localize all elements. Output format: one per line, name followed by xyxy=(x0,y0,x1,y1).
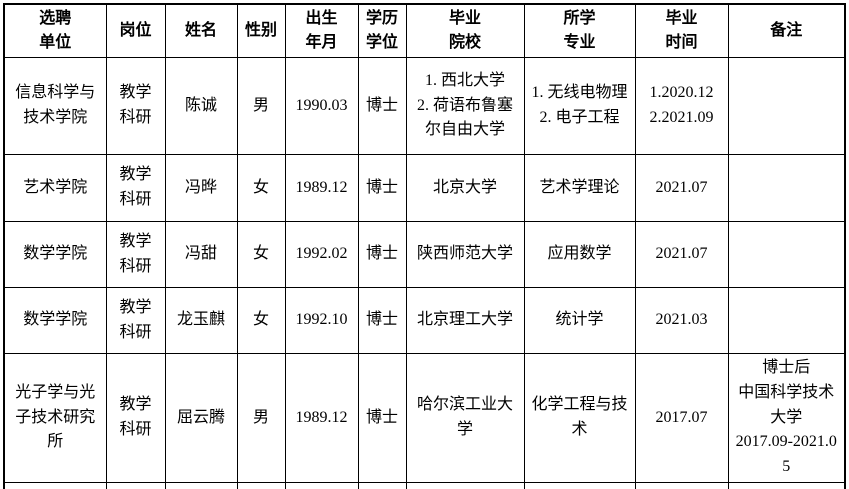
cell-grad-time: 2021.07 xyxy=(634,154,729,222)
cell-grad-time: 2021.07 xyxy=(634,221,729,288)
cell-school: 山东大学 xyxy=(405,481,525,489)
cell-birth: 1990.02 xyxy=(284,481,359,489)
cell-birth: 1990.03 xyxy=(284,57,359,155)
cell-birth: 1989.12 xyxy=(284,353,359,483)
cell-name: 冯晔 xyxy=(164,154,238,222)
cell-position: 教学 科研 xyxy=(105,221,166,288)
cell-grad-time: 1.2020.12 2.2021.09 xyxy=(634,57,729,155)
cell-position: 教学 科研 xyxy=(105,57,166,155)
cell-unit: 中国思想文化研究所 xyxy=(3,481,107,489)
cell-remark xyxy=(727,154,846,222)
cell-gender: 男 xyxy=(236,353,286,483)
table-row: 光子学与光子技术研究所 教学 科研 屈云腾 男 1989.12 博士 哈尔滨工业… xyxy=(3,353,846,483)
cell-unit: 信息科学与技术学院 xyxy=(3,57,107,155)
cell-gender: 女 xyxy=(236,154,286,222)
header-grad-time: 毕业 时间 xyxy=(634,3,729,58)
header-gender: 性别 xyxy=(236,3,286,58)
cell-degree: 博士 xyxy=(357,57,407,155)
cell-position: 教学 科研 xyxy=(105,287,166,354)
cell-degree: 博士 xyxy=(357,353,407,483)
cell-name: 龙玉麒 xyxy=(164,287,238,354)
cell-major: 统计学 xyxy=(523,287,636,354)
table-row: 数学学院 教学 科研 冯甜 女 1992.02 博士 陕西师范大学 应用数学 2… xyxy=(3,221,846,288)
cell-gender: 男 xyxy=(236,481,286,489)
cell-major: 1. 无线电物理 2. 电子工程 xyxy=(523,57,636,155)
cell-position: 教学 科研 xyxy=(105,481,166,489)
cell-major: 艺术学理论 xyxy=(523,154,636,222)
cell-degree: 博士 xyxy=(357,287,407,354)
cell-grad-time: 2017.07 xyxy=(634,353,729,483)
cell-unit: 数学学院 xyxy=(3,287,107,354)
cell-degree: 博士 xyxy=(357,154,407,222)
cell-remark: 博士后 中国科学技术大学 2017.09-2021.05 xyxy=(727,353,846,483)
cell-position: 教学 科研 xyxy=(105,353,166,483)
header-unit: 选聘 单位 xyxy=(3,3,107,58)
header-name: 姓名 xyxy=(164,3,238,58)
header-school: 毕业 院校 xyxy=(405,3,525,58)
table-row: 数学学院 教学 科研 龙玉麒 女 1992.10 博士 北京理工大学 统计学 2… xyxy=(3,287,846,354)
cell-remark xyxy=(727,287,846,354)
table-row: 中国思想文化研究所 教学 科研 李腾飞 男 1990.02 博士 山东大学 中国… xyxy=(3,481,846,489)
recruitment-table: 选聘 单位 岗位 姓名 性别 出生 年月 学历 学位 毕业 院校 所学 专业 毕… xyxy=(3,3,846,489)
cell-name: 冯甜 xyxy=(164,221,238,288)
cell-birth: 1989.12 xyxy=(284,154,359,222)
cell-remark xyxy=(727,221,846,288)
header-remark: 备注 xyxy=(727,3,846,58)
cell-name: 李腾飞 xyxy=(164,481,238,489)
header-row: 选聘 单位 岗位 姓名 性别 出生 年月 学历 学位 毕业 院校 所学 专业 毕… xyxy=(3,3,846,58)
header-birth: 出生 年月 xyxy=(284,3,359,58)
cell-remark xyxy=(727,57,846,155)
header-degree: 学历 学位 xyxy=(357,3,407,58)
cell-birth: 1992.02 xyxy=(284,221,359,288)
cell-unit: 光子学与光子技术研究所 xyxy=(3,353,107,483)
cell-degree: 博士 xyxy=(357,481,407,489)
table-body: 信息科学与技术学院 教学 科研 陈诚 男 1990.03 博士 1. 西北大学 … xyxy=(3,57,846,489)
cell-school: 1. 西北大学 2. 荷语布鲁塞尔自由大学 xyxy=(405,57,525,155)
header-major: 所学 专业 xyxy=(523,3,636,58)
table-row: 信息科学与技术学院 教学 科研 陈诚 男 1990.03 博士 1. 西北大学 … xyxy=(3,57,846,155)
table-row: 艺术学院 教学 科研 冯晔 女 1989.12 博士 北京大学 艺术学理论 20… xyxy=(3,154,846,222)
cell-unit: 艺术学院 xyxy=(3,154,107,222)
cell-major: 化学工程与技术 xyxy=(523,353,636,483)
cell-school: 北京理工大学 xyxy=(405,287,525,354)
cell-major: 中国哲学 xyxy=(523,481,636,489)
cell-degree: 博士 xyxy=(357,221,407,288)
cell-name: 屈云腾 xyxy=(164,353,238,483)
cell-unit: 数学学院 xyxy=(3,221,107,288)
cell-remark xyxy=(727,481,846,489)
cell-birth: 1992.10 xyxy=(284,287,359,354)
cell-gender: 女 xyxy=(236,287,286,354)
cell-school: 陕西师范大学 xyxy=(405,221,525,288)
cell-grad-time: 2021.03 xyxy=(634,287,729,354)
cell-position: 教学 科研 xyxy=(105,154,166,222)
cell-grad-time: 2021.06 xyxy=(634,481,729,489)
cell-school: 哈尔滨工业大学 xyxy=(405,353,525,483)
cell-name: 陈诚 xyxy=(164,57,238,155)
cell-major: 应用数学 xyxy=(523,221,636,288)
header-position: 岗位 xyxy=(105,3,166,58)
cell-gender: 女 xyxy=(236,221,286,288)
cell-school: 北京大学 xyxy=(405,154,525,222)
cell-gender: 男 xyxy=(236,57,286,155)
